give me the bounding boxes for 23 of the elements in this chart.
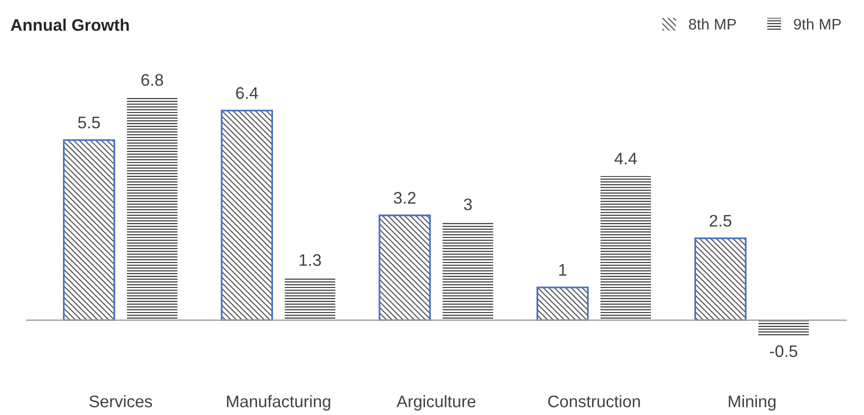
data-label: 1.3 [300,254,321,266]
data-label: 1 [559,264,566,276]
legend-label: 8th MP [688,18,736,30]
bar [758,320,809,337]
bar [284,278,336,320]
data-label: 6.8 [141,74,164,86]
data-label: 2.5 [710,214,732,227]
x-tick-label: Mining [728,395,776,411]
data-label: 4.4 [614,152,637,164]
bar [126,97,178,320]
data-label: 3.2 [394,192,416,204]
bar [600,176,651,320]
legend-label: 9th MP [794,18,841,30]
bar [442,222,494,320]
x-tick-label: Construction [548,395,640,408]
chart-title: Annual Growth [10,18,129,31]
data-label: -0.5 [770,345,798,358]
x-tick-label: Manufacturing [227,395,330,411]
x-tick-label: Services [89,395,152,408]
x-tick-label: Argiculture [396,395,476,411]
data-label: 3 [464,198,472,210]
data-label: 5.5 [78,116,100,128]
data-label: 6.4 [236,87,258,99]
